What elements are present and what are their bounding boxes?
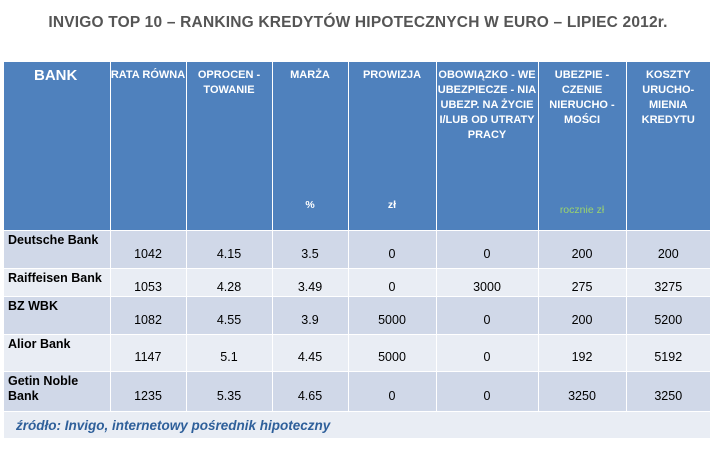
header-ubezpieczenie-zycie: OBOWIĄZKO - WE UBEZPIECZE - NIA UBEZP. N… (436, 62, 539, 231)
header-unit: % (305, 199, 315, 211)
cell-prowizja: 0 (348, 230, 437, 269)
cell-rata: 1053 (110, 268, 187, 297)
header-ubezpieczenie-nieruchomosci: UBEZPIE - CZENIE NIERUCHO - MOŚCI rocznie… (538, 62, 627, 231)
cell-marza: 4.65 (272, 371, 349, 412)
header-unit: rocznie zł (559, 204, 605, 216)
table-header-row: BANK RATA RÓWNA OPROCEN - TOWANIE MARŻA%… (4, 62, 710, 231)
bank-name: Alior Bank (4, 334, 111, 372)
bank-name: Deutsche Bank (4, 230, 111, 269)
table-row: Getin Noble Bank 1235 5.35 4.65 0 0 3250… (4, 371, 710, 412)
cell-ubezp-zycie: 0 (436, 334, 539, 372)
source-note: źródło: Invigo, internetowy pośrednik hi… (4, 411, 710, 438)
cell-ubezp-zycie: 0 (436, 296, 539, 335)
cell-marza: 3.49 (272, 268, 349, 297)
cell-ubezp-nieruch: 275 (538, 268, 627, 297)
table-row: Raiffeisen Bank 1053 4.28 3.49 0 3000 27… (4, 268, 710, 297)
header-label: OBOWIĄZKO - WE UBEZPIECZE - NIA UBEZP. N… (437, 69, 537, 141)
cell-oprocentowanie: 4.55 (186, 296, 273, 335)
header-rata-rowna: RATA RÓWNA (110, 62, 187, 231)
cell-rata: 1082 (110, 296, 187, 335)
source-row: źródło: Invigo, internetowy pośrednik hi… (4, 411, 710, 438)
cell-ubezp-nieruch: 200 (538, 230, 627, 269)
header-label: PROWIZJA (362, 69, 422, 81)
cell-rata: 1147 (110, 334, 187, 372)
cell-oprocentowanie: 4.15 (186, 230, 273, 269)
header-koszty: KOSZTY URUCHO- MIENIA KREDYTU (626, 62, 710, 231)
header-label: UBEZPIE - CZENIE NIERUCHO - MOŚCI (549, 69, 615, 126)
header-label: OPROCEN - TOWANIE (197, 69, 261, 96)
ranking-table: BANK RATA RÓWNA OPROCEN - TOWANIE MARŻA%… (4, 62, 710, 438)
cell-oprocentowanie: 5.35 (186, 371, 273, 412)
page-title: INVIGO TOP 10 – RANKING KREDYTÓW HIPOTEC… (48, 14, 668, 31)
cell-marza: 3.9 (272, 296, 349, 335)
header-label: BANK (34, 67, 78, 84)
header-label: RATA RÓWNA (110, 69, 186, 81)
cell-ubezp-zycie: 3000 (436, 268, 539, 297)
table-row: BZ WBK 1082 4.55 3.9 5000 0 200 5200 (4, 296, 710, 335)
cell-koszty: 3250 (626, 371, 710, 412)
bank-name: Raiffeisen Bank (4, 268, 111, 297)
cell-rata: 1042 (110, 230, 187, 269)
cell-ubezp-nieruch: 3250 (538, 371, 627, 412)
header-marza: MARŻA% (272, 62, 349, 231)
cell-marza: 3.5 (272, 230, 349, 269)
header-oprocentowanie: OPROCEN - TOWANIE (186, 62, 273, 231)
table-row: Deutsche Bank 1042 4.15 3.5 0 0 200 200 (4, 230, 710, 269)
header-label: MARŻA (290, 69, 330, 81)
cell-ubezp-zycie: 0 (436, 230, 539, 269)
table-row: Alior Bank 1147 5.1 4.45 5000 0 192 5192 (4, 334, 710, 372)
header-bank: BANK (4, 62, 111, 231)
cell-prowizja: 0 (348, 371, 437, 412)
cell-ubezp-zycie: 0 (436, 371, 539, 412)
cell-oprocentowanie: 5.1 (186, 334, 273, 372)
cell-oprocentowanie: 4.28 (186, 268, 273, 297)
bank-name: BZ WBK (4, 296, 111, 335)
header-prowizja: PROWIZJA zł (348, 62, 437, 231)
cell-koszty: 3275 (626, 268, 710, 297)
cell-rata: 1235 (110, 371, 187, 412)
cell-koszty: 5200 (626, 296, 710, 335)
cell-koszty: 5192 (626, 334, 710, 372)
cell-koszty: 200 (626, 230, 710, 269)
bank-name: Getin Noble Bank (4, 371, 111, 412)
cell-ubezp-nieruch: 200 (538, 296, 627, 335)
cell-prowizja: 0 (348, 268, 437, 297)
header-unit: zł (387, 199, 397, 211)
cell-ubezp-nieruch: 192 (538, 334, 627, 372)
cell-prowizja: 5000 (348, 296, 437, 335)
header-label: KOSZTY URUCHO- MIENIA KREDYTU (641, 69, 695, 126)
cell-prowizja: 5000 (348, 334, 437, 372)
cell-marza: 4.45 (272, 334, 349, 372)
